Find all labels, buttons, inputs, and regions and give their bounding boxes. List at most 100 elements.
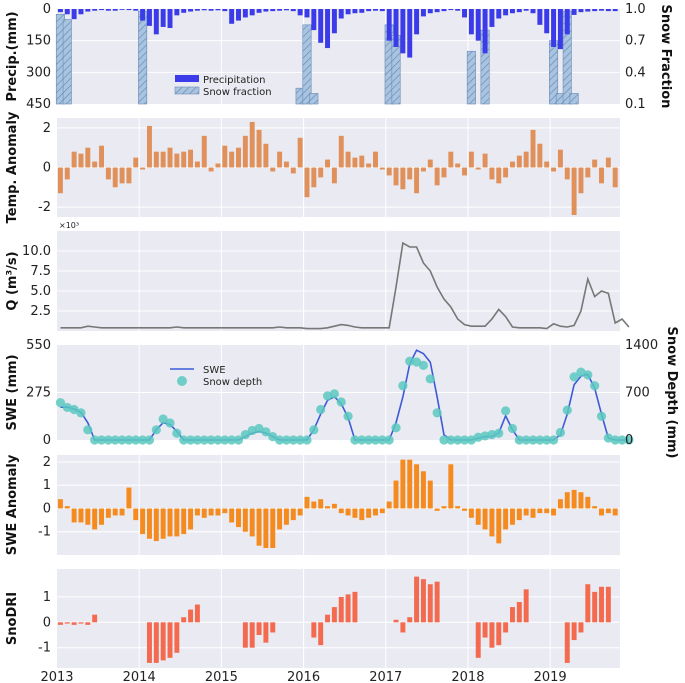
precip-bar — [153, 9, 159, 35]
snodri-bar — [167, 622, 173, 658]
temp-bar — [146, 125, 152, 168]
temp-bar — [338, 135, 344, 168]
precip-bar — [188, 9, 194, 12]
precip-ytick: 300 — [26, 65, 51, 80]
snodri-bar — [427, 584, 433, 623]
snow-fraction-legend-swatch — [174, 86, 200, 95]
snodri-bar — [57, 622, 63, 625]
snodri-bar — [311, 622, 317, 638]
swe_anom-bar — [297, 508, 303, 516]
precip-bar — [592, 9, 598, 12]
x-tick-label: 2019 — [534, 670, 567, 683]
temp-bar — [318, 167, 324, 178]
snow-depth-point — [459, 435, 470, 445]
swe_anom-bar — [249, 508, 255, 537]
swe_anom-bar — [215, 508, 221, 516]
swe_anom-bar — [338, 508, 344, 514]
snow-depth-point — [302, 435, 312, 445]
precip-bar — [283, 9, 289, 11]
swe_anom-bar — [174, 508, 180, 537]
temp-bar — [167, 147, 173, 168]
precip-bar — [441, 9, 447, 12]
panel-backgrounds — [57, 9, 620, 668]
temp-bar — [592, 159, 598, 168]
precip-bar — [263, 9, 269, 12]
temp-bar — [140, 167, 146, 170]
temp-bar — [414, 167, 420, 194]
swe_anom-bar — [496, 508, 502, 544]
snow-depth-point — [69, 404, 79, 415]
snodri-bar — [503, 622, 509, 633]
snow-depth-point — [596, 411, 607, 421]
swe_anom-bar — [256, 508, 262, 546]
swe_anom-bar — [304, 496, 310, 509]
precip-bar — [427, 9, 433, 14]
snodri-bar — [605, 586, 611, 623]
snow-depth-point — [329, 389, 339, 399]
precip-legend-label: Precipitation — [203, 75, 266, 86]
snow-depth-point — [446, 435, 456, 445]
snow-depth-point — [548, 435, 559, 445]
snow-depth-point — [418, 360, 429, 370]
temp-bar — [496, 167, 502, 184]
temp-bar — [551, 167, 557, 172]
temp-bar — [468, 151, 474, 168]
snow-depth-point — [336, 397, 346, 407]
precip-ytick: 0 — [43, 2, 51, 17]
snow-depth-point — [405, 356, 415, 366]
swe_anom-bar — [612, 508, 618, 516]
snodri-bar — [194, 604, 200, 623]
snow-depth-point — [398, 381, 408, 391]
snow-depth-legend-label: Snow depth — [203, 377, 262, 388]
precip-bar — [434, 9, 440, 13]
swe_anom-bar — [290, 508, 296, 521]
precip-ytick-right: 0.7 — [625, 34, 646, 49]
swe_anom-bar — [140, 508, 146, 535]
precip-bar — [270, 9, 276, 12]
temp-bar — [400, 167, 406, 190]
precip-bar — [57, 9, 63, 13]
swe_anom-bar — [448, 464, 454, 509]
precip-bar — [448, 9, 454, 11]
snow-depth-point — [172, 428, 182, 438]
swe-ytick: 0 — [43, 433, 51, 448]
swe_anom-bar — [599, 508, 604, 516]
snodri-bar — [592, 591, 598, 623]
swe_anom-bar — [277, 508, 283, 530]
precip-ytick: 450 — [26, 97, 51, 112]
swe_anom-bar — [592, 506, 598, 509]
swe_anom-bar — [530, 508, 536, 518]
precip-bar — [325, 9, 331, 49]
snow-depth-point — [124, 435, 134, 445]
temp-bar — [523, 151, 529, 168]
snodri-bar — [599, 586, 604, 623]
swe_anom-bar — [126, 487, 132, 509]
discharge-line — [60, 241, 630, 330]
temp-bar — [290, 167, 296, 174]
temp-bar — [304, 167, 310, 198]
precip-bar — [379, 9, 385, 12]
precip-bar — [297, 9, 303, 16]
temp-bar — [434, 167, 440, 186]
temp-bar — [263, 143, 269, 168]
q-ytick: 7.5 — [30, 264, 51, 279]
temp-bar — [249, 121, 255, 168]
swe-ytick-right: 1400 — [625, 338, 658, 353]
temp-bar — [201, 135, 207, 168]
precip-bar — [71, 9, 77, 20]
snow-depth-point — [138, 435, 148, 445]
snodri-bar — [420, 579, 426, 623]
precip-bar — [174, 9, 180, 16]
swe_anom-bar — [99, 508, 104, 525]
snow-depth-point — [494, 428, 504, 438]
swe_anom-bar — [359, 508, 365, 521]
temp-bar — [544, 161, 550, 168]
swe_anom-bar — [270, 508, 276, 549]
swe_anom-bar — [188, 508, 194, 530]
temp-bar — [455, 163, 461, 168]
swe_anom-bar — [462, 508, 467, 511]
axes: 0 150 300 450 1.0 0.7 0.4 0.1 Precip.(mm) Snow Fr… — [5, 2, 679, 683]
snodri-bar — [475, 622, 481, 658]
snow-depth-point — [391, 423, 401, 433]
